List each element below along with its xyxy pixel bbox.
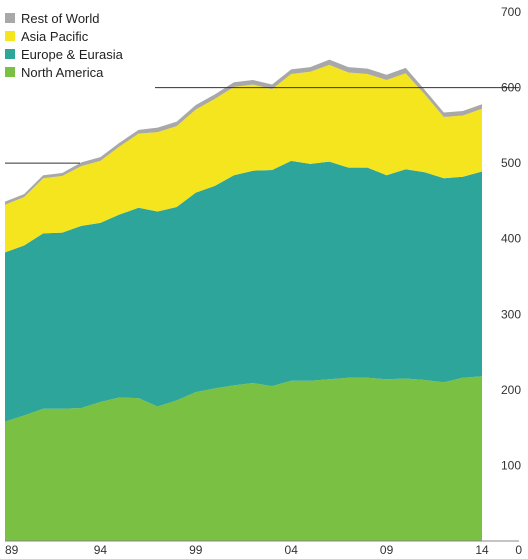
legend-item: Asia Pacific bbox=[5, 27, 123, 45]
stacked-areas bbox=[5, 59, 482, 541]
y-tick-label: 0 bbox=[515, 543, 522, 557]
y-tick-label: 600 bbox=[501, 81, 521, 95]
y-tick-label: 100 bbox=[501, 458, 521, 472]
legend-swatch bbox=[5, 67, 15, 77]
legend-swatch bbox=[5, 31, 15, 41]
x-tick-labels: 89 94 99 04 09 14 bbox=[5, 543, 489, 557]
x-tick-label: 94 bbox=[94, 543, 108, 557]
area-north-america bbox=[5, 376, 482, 541]
y-tick-label: 200 bbox=[501, 383, 521, 397]
legend-item: Europe & Eurasia bbox=[5, 45, 123, 63]
x-tick-label: 09 bbox=[380, 543, 394, 557]
area-europe-eurasia bbox=[5, 160, 482, 422]
x-tick-label: 89 bbox=[5, 543, 19, 557]
y-tick-label: 500 bbox=[501, 156, 521, 170]
legend-label: Asia Pacific bbox=[21, 28, 89, 44]
legend-item: North America bbox=[5, 63, 123, 81]
legend-item: Rest of World bbox=[5, 9, 123, 27]
x-tick-label: 14 bbox=[475, 543, 489, 557]
area-asia-pacific bbox=[5, 64, 482, 253]
legend-swatch bbox=[5, 13, 15, 23]
y-tick-label: 300 bbox=[501, 307, 521, 321]
legend-label: North America bbox=[21, 64, 104, 80]
legend-swatch bbox=[5, 49, 15, 59]
y-tick-label: 400 bbox=[501, 232, 521, 246]
y-tick-labels: 0 100 200 300 400 500 600 700 bbox=[501, 5, 522, 557]
y-tick-label: 700 bbox=[501, 5, 521, 19]
x-tick-label: 99 bbox=[189, 543, 203, 557]
gridlines bbox=[5, 87, 519, 164]
legend-label: Rest of World bbox=[21, 10, 100, 26]
x-tick-label: 04 bbox=[285, 543, 299, 557]
legend: Rest of World Asia Pacific Europe & Eurasi… bbox=[5, 9, 123, 81]
legend-label: Europe & Eurasia bbox=[21, 46, 123, 62]
